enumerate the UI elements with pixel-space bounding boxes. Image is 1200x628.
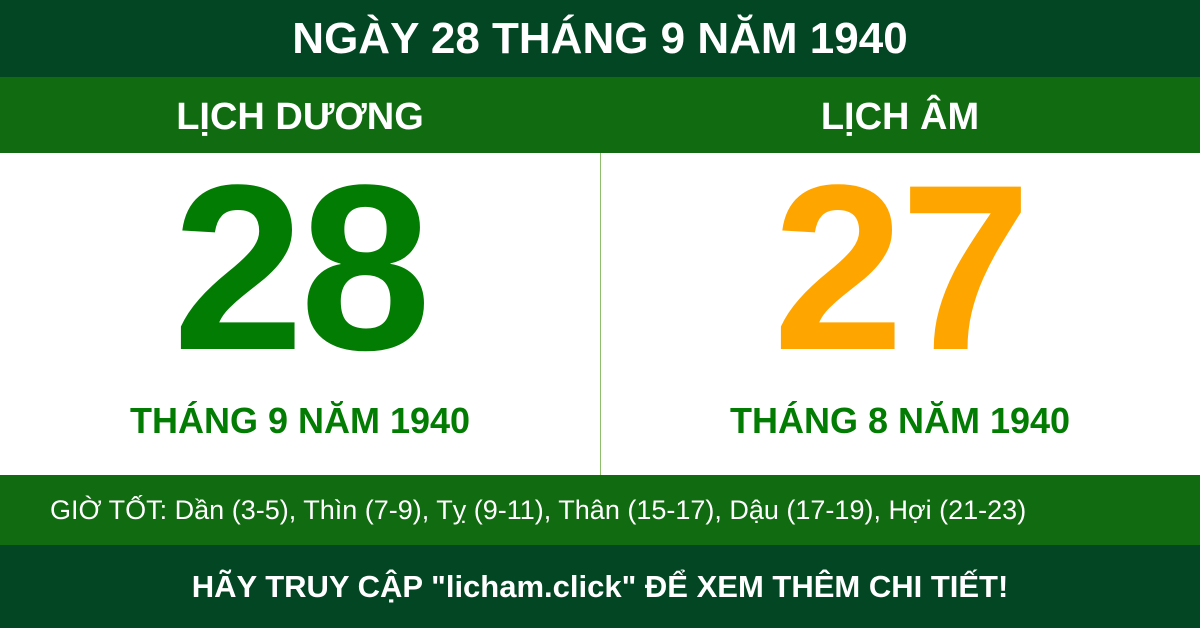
solar-day: 28 bbox=[172, 136, 432, 400]
divider bbox=[600, 153, 601, 475]
lunar-column: 27 THÁNG 8 NĂM 1940 bbox=[600, 136, 1200, 475]
solar-column: 28 THÁNG 9 NĂM 1940 bbox=[0, 136, 600, 475]
good-hours: GIỜ TỐT: Dần (3-5), Thìn (7-9), Tỵ (9-11… bbox=[0, 475, 1200, 545]
lunar-header: LỊCH ÂM bbox=[820, 96, 980, 138]
page-title: NGÀY 28 THÁNG 9 NĂM 1940 bbox=[0, 0, 1200, 77]
calendar-panel: 28 THÁNG 9 NĂM 1940 27 THÁNG 8 NĂM 1940 bbox=[0, 136, 1200, 475]
solar-month-year: THÁNG 9 NĂM 1940 bbox=[129, 400, 471, 441]
lunar-month-year: THÁNG 8 NĂM 1940 bbox=[729, 400, 1071, 441]
header-bar: LỊCH DƯƠNG LỊCH ÂM bbox=[0, 77, 1200, 153]
solar-header: LỊCH DƯƠNG bbox=[176, 96, 424, 138]
footer-cta: HÃY TRUY CẬP "licham.click" ĐỂ XEM THÊM … bbox=[0, 545, 1200, 628]
lunar-day: 27 bbox=[772, 136, 1032, 400]
